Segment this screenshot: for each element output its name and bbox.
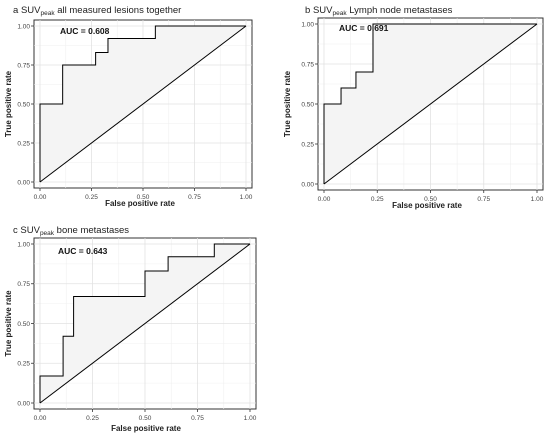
y-tick-label: 0.75	[17, 62, 30, 69]
y-tick-label: 0.00	[17, 179, 30, 186]
x-tick-label: 0.50	[139, 415, 152, 422]
panel-a-title: a SUVpeak all measured lesions together	[13, 5, 181, 17]
panel-b-title-sub: peak	[332, 10, 347, 17]
panel-c-title-main: SUV	[20, 225, 40, 236]
x-axis-label: False positive rate	[105, 199, 175, 208]
y-tick-label: 0.25	[301, 141, 314, 148]
y-tick-label: 0.50	[301, 101, 314, 108]
x-tick-label: 0.00	[34, 415, 47, 422]
x-tick-label: 0.50	[424, 196, 437, 203]
y-tick-label: 0.50	[17, 321, 30, 328]
x-tick-label: 0.75	[188, 194, 201, 201]
x-axis-label: False positive rate	[111, 424, 181, 433]
y-tick-label: 0.25	[17, 361, 30, 368]
panel-a: 0.00 0.25 0.50 0.75 1.00 0.00 0.25 0.50 0.75 1.00…	[4, 19, 253, 208]
auc-annotation: AUC = 0.691	[339, 23, 389, 33]
panel-c: 0.00 0.25 0.50 0.75 1.00 0.00 0.25 0.50 0.75 1.00…	[4, 237, 257, 433]
panel-a-letter: a	[13, 5, 19, 16]
x-tick-label: 0.75	[191, 415, 204, 422]
roc-curve	[39, 243, 250, 403]
reference-diagonal	[39, 25, 247, 183]
x-tick-label: 0.75	[477, 196, 490, 203]
x-tick-label: 0.25	[86, 415, 99, 422]
x-tick-label: 1.00	[531, 196, 544, 203]
x-axis-label: False positive rate	[392, 201, 462, 210]
x-tick-label: 0.25	[371, 196, 384, 203]
panel-a-title-rest: all measured lesions together	[54, 5, 182, 16]
y-tick-label: 0.75	[17, 281, 30, 288]
y-tick-label: 1.00	[301, 21, 314, 28]
auc-annotation: AUC = 0.643	[58, 246, 108, 256]
y-axis-label: True positive rate	[4, 290, 13, 357]
y-tick-label: 0.00	[301, 181, 314, 188]
y-axis-label: True positive rate	[4, 70, 13, 137]
panel-b-letter: b	[305, 5, 311, 16]
panel-a-title-sub: peak	[40, 10, 55, 17]
panel-b-title-main: SUV	[312, 5, 333, 16]
y-tick-label: 1.00	[17, 23, 30, 30]
y-tick-label: 1.00	[17, 241, 30, 248]
panel-c-title: c SUVpeak bone metastases	[13, 225, 129, 237]
x-tick-label: 1.00	[240, 194, 253, 201]
roc-curve	[39, 25, 246, 182]
reference-diagonal	[39, 243, 251, 404]
panel-b-title: b SUVpeak Lymph node metastases	[305, 5, 452, 17]
panel-b: 0.00 0.25 0.50 0.75 1.00 0.00 0.25 0.50 0.75 1.00…	[283, 17, 544, 210]
panel-c-title-rest: bone metastases	[54, 225, 130, 236]
x-tick-label: 0.00	[34, 194, 47, 201]
panel-b-title-rest: Lymph node metastases	[346, 5, 453, 16]
y-tick-label: 0.75	[301, 61, 314, 68]
auc-annotation: AUC = 0.608	[60, 26, 110, 36]
x-tick-label: 0.00	[318, 196, 331, 203]
y-tick-label: 0.00	[17, 400, 30, 407]
roc-curve	[323, 23, 537, 184]
x-tick-label: 0.25	[85, 194, 98, 201]
y-tick-label: 0.25	[17, 140, 30, 147]
y-axis-label: True positive rate	[283, 70, 292, 137]
reference-diagonal	[323, 23, 538, 185]
panel-c-title-sub: peak	[39, 230, 55, 237]
y-tick-label: 0.50	[17, 101, 30, 108]
panel-a-title-main: SUV	[20, 5, 41, 16]
x-tick-label: 0.50	[137, 194, 150, 201]
panel-c-letter: c	[13, 225, 18, 236]
x-tick-label: 1.00	[244, 415, 257, 422]
